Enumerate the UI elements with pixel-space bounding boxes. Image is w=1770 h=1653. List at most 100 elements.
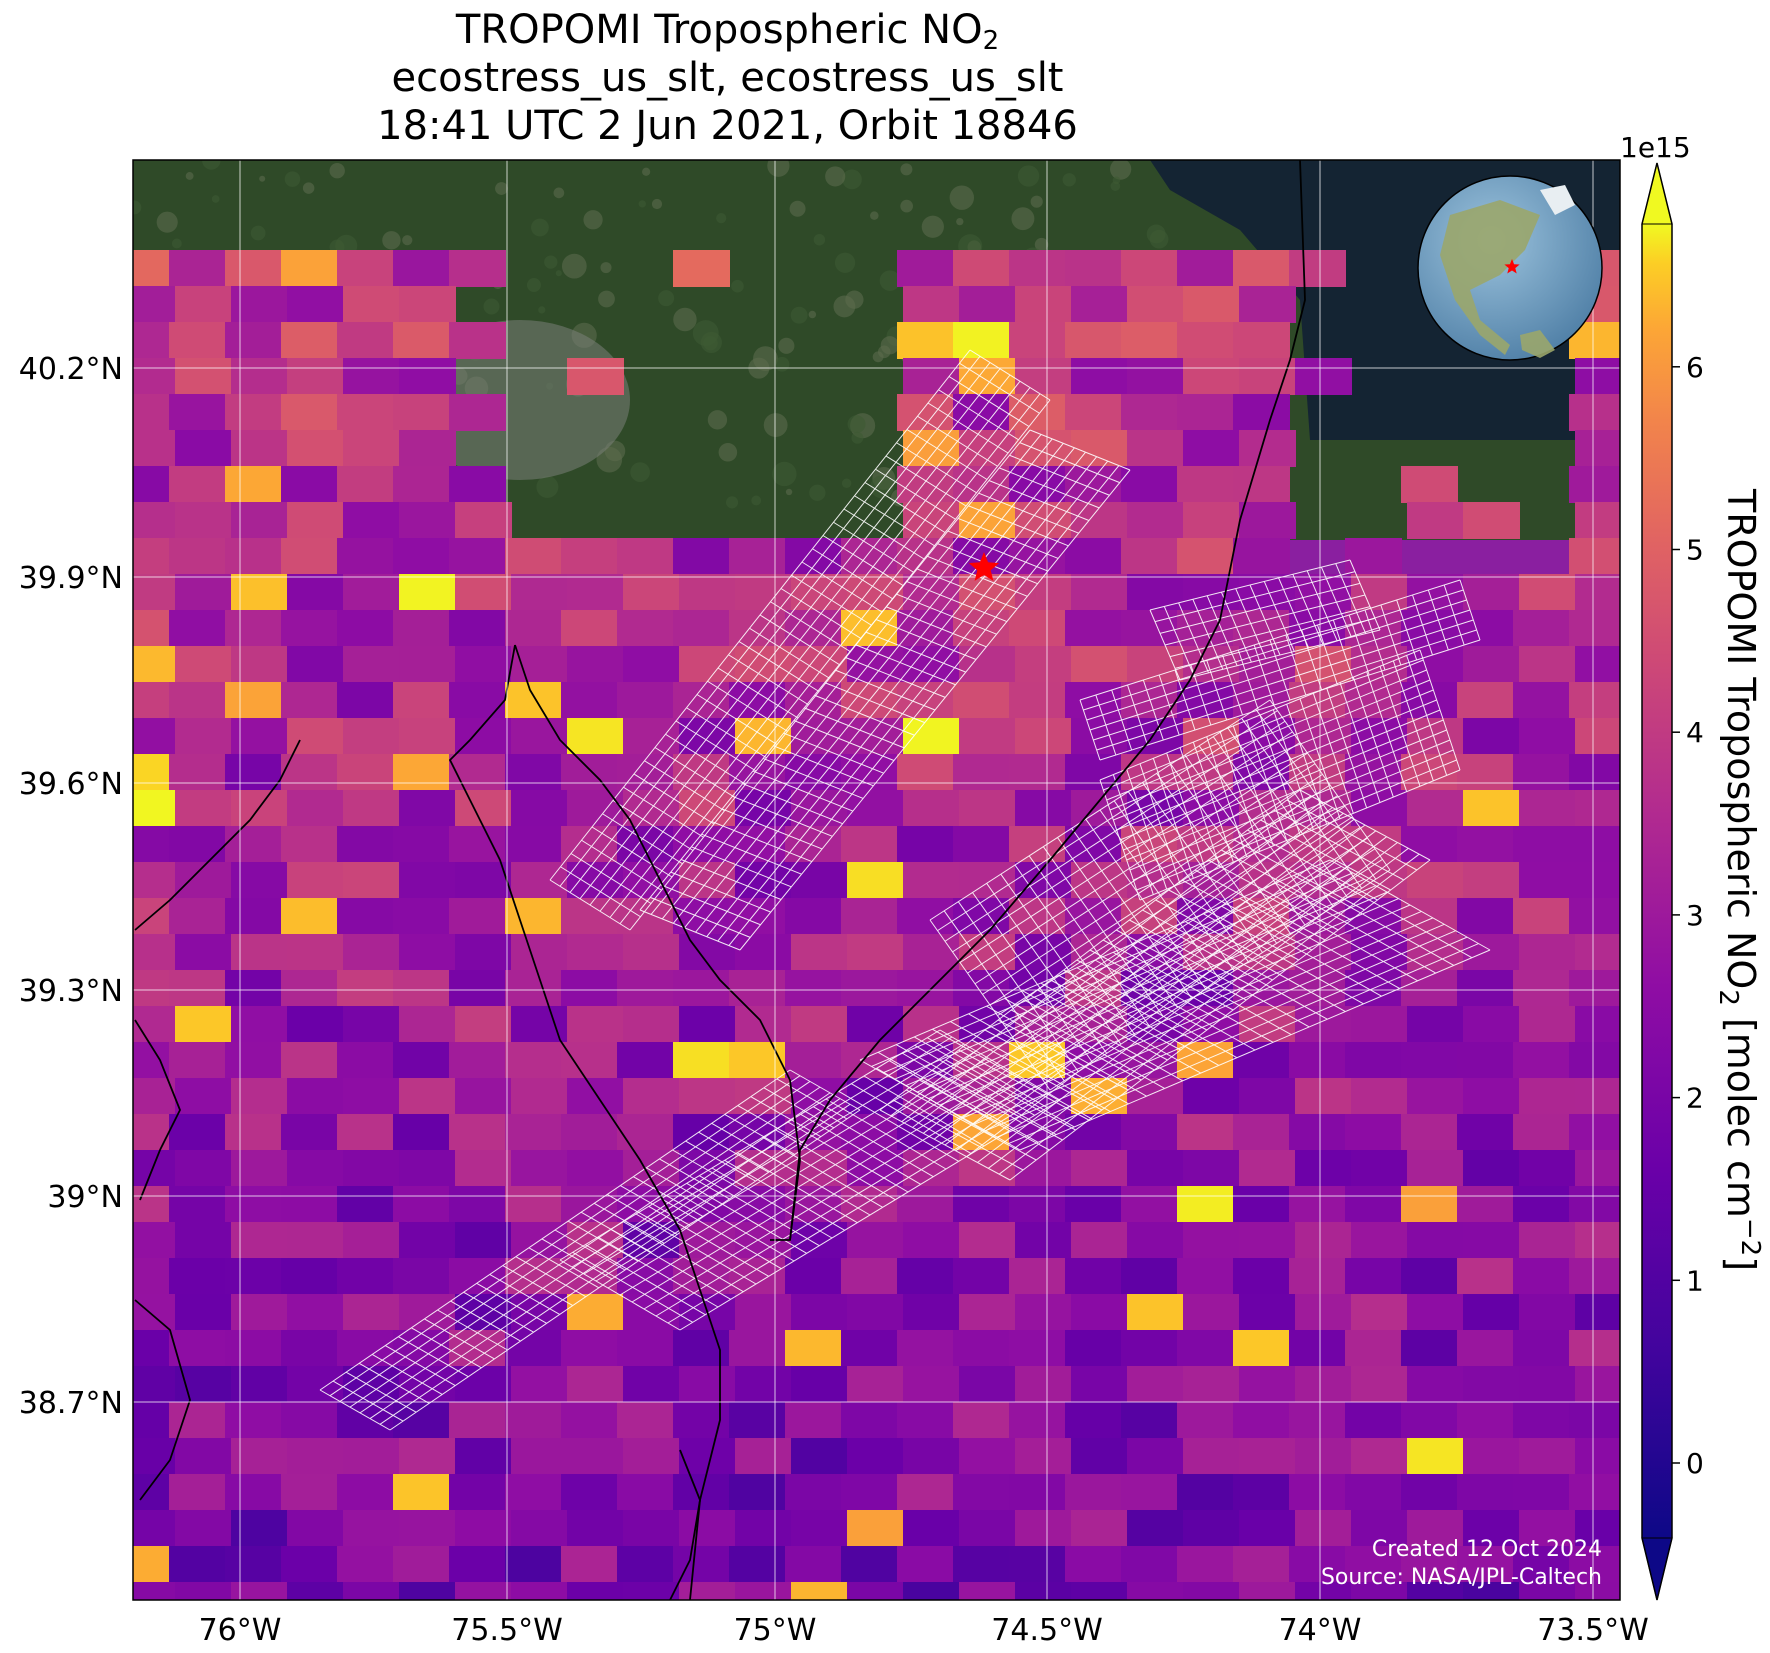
no2-pixel bbox=[1569, 394, 1620, 431]
no2-pixel bbox=[133, 1150, 176, 1187]
no2-pixel bbox=[399, 1438, 456, 1475]
no2-pixel bbox=[399, 790, 456, 827]
land-texture bbox=[531, 218, 549, 237]
no2-pixel bbox=[169, 1042, 226, 1079]
no2-pixel bbox=[561, 1474, 618, 1511]
swath-line bbox=[967, 752, 1308, 974]
no2-pixel bbox=[1351, 1582, 1408, 1600]
no2-pixel bbox=[1351, 862, 1408, 899]
no2-pixel bbox=[399, 502, 456, 539]
no2-pixel bbox=[1463, 1006, 1520, 1043]
swath-line bbox=[749, 1144, 871, 1216]
no2-pixel bbox=[1065, 1258, 1122, 1295]
swath-line bbox=[1004, 998, 1165, 1089]
no2-pixel bbox=[567, 1582, 624, 1600]
swath-line bbox=[1027, 837, 1368, 1059]
swath-line bbox=[450, 1300, 521, 1342]
no2-pixel bbox=[1463, 862, 1520, 899]
swath-line bbox=[895, 1044, 1057, 1136]
swath-line bbox=[984, 1029, 1116, 1101]
no2-pixel bbox=[623, 862, 680, 899]
no2-pixel bbox=[133, 1366, 176, 1403]
no2-pixel bbox=[953, 754, 1010, 791]
no2-pixel bbox=[399, 646, 456, 683]
no2-pixel bbox=[567, 1150, 624, 1187]
swath-line bbox=[1203, 913, 1364, 1005]
no2-pixel bbox=[393, 1618, 450, 1653]
no2-pixel bbox=[169, 1402, 226, 1439]
swath-line bbox=[635, 1213, 757, 1285]
no2-pixel bbox=[903, 790, 960, 827]
swath-line bbox=[813, 1106, 934, 1178]
no2-pixel bbox=[897, 1618, 954, 1653]
no2-pixel bbox=[343, 1006, 400, 1043]
no2-pixel bbox=[897, 1474, 954, 1511]
no2-pixel bbox=[1177, 1114, 1234, 1151]
no2-pixel bbox=[1239, 502, 1296, 539]
no2-pixel bbox=[729, 1402, 786, 1439]
swath-line bbox=[948, 376, 1030, 427]
no2-pixel bbox=[847, 934, 904, 971]
land-texture bbox=[1030, 195, 1043, 208]
no2-pixel bbox=[1233, 538, 1290, 575]
no2-pixel bbox=[1121, 610, 1178, 647]
swath-line bbox=[1076, 967, 1238, 1059]
no2-pixel bbox=[1569, 970, 1620, 1007]
land-texture bbox=[600, 262, 612, 274]
no2-pixel bbox=[455, 1438, 512, 1475]
no2-pixel bbox=[1233, 1042, 1290, 1079]
no2-pixel bbox=[1457, 970, 1514, 1007]
no2-pixel bbox=[1513, 1474, 1570, 1511]
no2-pixel bbox=[1121, 1402, 1178, 1439]
no2-pixel bbox=[1569, 1258, 1620, 1295]
land-texture bbox=[785, 488, 793, 496]
swath-line bbox=[437, 1309, 508, 1351]
no2-pixel bbox=[1121, 538, 1178, 575]
no2-pixel bbox=[449, 1330, 506, 1367]
no2-pixel bbox=[505, 1042, 562, 1079]
swath-line bbox=[1221, 905, 1382, 997]
no2-pixel bbox=[785, 1330, 842, 1367]
swath-line bbox=[1257, 890, 1418, 982]
no2-pixel bbox=[337, 610, 394, 647]
swath-line bbox=[654, 747, 736, 798]
no2-pixel bbox=[567, 358, 624, 395]
no2-pixel bbox=[1463, 574, 1520, 611]
no2-pixel bbox=[225, 466, 282, 503]
land-texture bbox=[596, 446, 623, 473]
globe-inset bbox=[1417, 175, 1603, 361]
no2-pixel bbox=[953, 682, 1010, 719]
no2-pixel bbox=[679, 1366, 736, 1403]
no2-pixel bbox=[897, 682, 954, 719]
land-texture bbox=[1146, 224, 1166, 244]
swath-line bbox=[673, 1190, 795, 1262]
land-texture bbox=[673, 307, 697, 332]
no2-pixel bbox=[1009, 898, 1066, 935]
swath-line bbox=[1103, 659, 1424, 791]
no2-pixel bbox=[1177, 1042, 1234, 1079]
no2-pixel bbox=[1183, 502, 1240, 539]
no2-pixel bbox=[1295, 1582, 1352, 1600]
swath-line bbox=[559, 1259, 681, 1331]
no2-pixel bbox=[175, 286, 232, 323]
swath-line bbox=[1096, 629, 1477, 751]
swath-line bbox=[585, 1244, 706, 1316]
no2-pixel bbox=[455, 1006, 512, 1043]
no2-pixel bbox=[337, 1186, 394, 1223]
no2-pixel bbox=[673, 610, 730, 647]
no2-pixel bbox=[959, 646, 1016, 683]
swath-line bbox=[319, 1389, 391, 1431]
swath-line bbox=[969, 349, 1051, 401]
no2-pixel bbox=[735, 1582, 792, 1600]
swath-line bbox=[685, 1140, 756, 1182]
swath-line bbox=[959, 742, 1301, 963]
no2-pixel bbox=[1401, 682, 1458, 719]
no2-pixel bbox=[903, 502, 960, 539]
swath-line bbox=[1012, 816, 1353, 1038]
colorbar-ticks: 0 1 2 3 4 5 6 bbox=[1672, 351, 1704, 1480]
swath-line bbox=[1116, 699, 1437, 831]
swath-line bbox=[749, 627, 830, 679]
no2-pixel bbox=[505, 1474, 562, 1511]
no2-pixel bbox=[133, 898, 170, 935]
no2-pixel bbox=[449, 682, 506, 719]
